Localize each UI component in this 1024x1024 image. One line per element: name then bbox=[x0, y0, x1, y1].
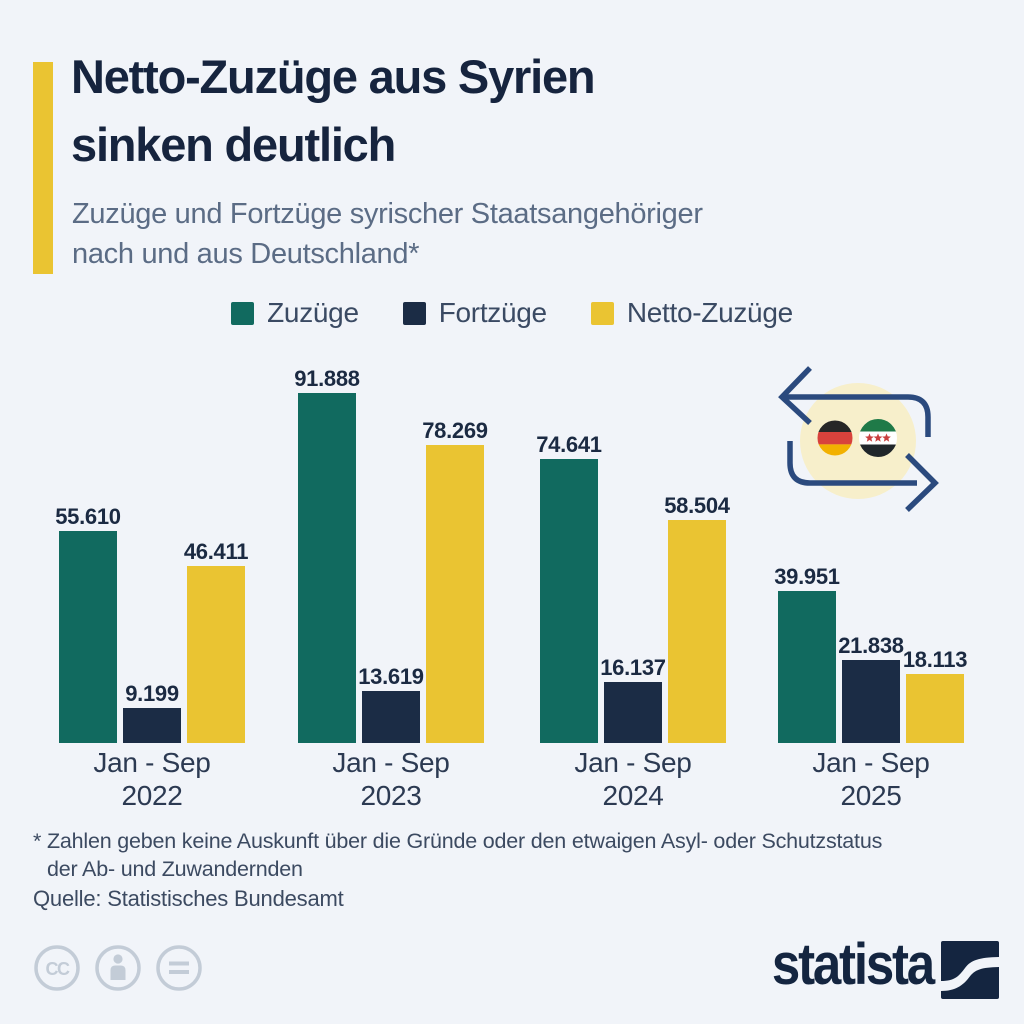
bar-fortzge-2025 bbox=[842, 660, 900, 743]
footnote-line-2: der Ab- und Zuwandernden bbox=[47, 857, 303, 881]
bar-nettozuzge-2022 bbox=[187, 566, 245, 743]
arrow-left-head-icon bbox=[778, 366, 812, 426]
page-title: Netto-Zuzüge aus Syrien sinken deutlich bbox=[71, 43, 596, 179]
value-label: 21.838 bbox=[838, 633, 904, 658]
germany-syria-exchange-icon bbox=[778, 366, 939, 512]
statista-wordmark: statista bbox=[771, 932, 935, 997]
category-period: Jan - Sep bbox=[812, 747, 930, 778]
category-year: 2022 bbox=[121, 780, 183, 811]
arrow-left-shaft bbox=[782, 394, 931, 437]
bar-fortzge-2023 bbox=[362, 691, 420, 743]
value-label: 74.641 bbox=[536, 432, 602, 457]
arrow-right-head-icon bbox=[905, 453, 939, 512]
bar-nettozuzge-2024 bbox=[668, 520, 726, 743]
legend-item-netto-zuzuege: Netto-Zuzüge bbox=[590, 297, 793, 329]
value-label: 46.411 bbox=[183, 539, 249, 564]
cc-license-icons: CC bbox=[34, 945, 202, 991]
footnote: * Zahlen geben keine Auskunft über die G… bbox=[33, 827, 882, 883]
value-label: 55.610 bbox=[55, 504, 121, 529]
title-accent-bar bbox=[33, 62, 53, 274]
arrow-right-shaft bbox=[787, 441, 917, 486]
legend-swatch-navy bbox=[402, 301, 426, 325]
legend-label: Fortzüge bbox=[438, 297, 547, 328]
svg-text:CC: CC bbox=[46, 959, 70, 979]
syria-flag-icon bbox=[857, 417, 899, 459]
cc-icon bbox=[34, 945, 80, 991]
category-period: Jan - Sep bbox=[93, 747, 211, 778]
value-label: 9.199 bbox=[125, 681, 179, 706]
bar-zuzge-2022 bbox=[59, 531, 117, 743]
legend-item-zuzuege: Zuzüge bbox=[231, 297, 359, 329]
value-label: 13.619 bbox=[358, 664, 424, 689]
bar-zuzge-2023 bbox=[298, 393, 356, 743]
value-label: 18.113 bbox=[902, 647, 968, 672]
category-label-2022: Jan - Sep 2022 bbox=[57, 746, 247, 812]
legend-label: Netto-Zuzüge bbox=[626, 297, 793, 328]
value-label: 39.951 bbox=[774, 564, 840, 589]
syria-flag-stars bbox=[865, 433, 891, 442]
equals-icon bbox=[156, 945, 202, 991]
bar-nettozuzge-2025 bbox=[906, 674, 964, 743]
legend-swatch-yellow bbox=[590, 301, 614, 325]
subtitle-line-1: Zuzüge und Fortzüge syrischer Staatsange… bbox=[72, 198, 703, 230]
value-label: 58.504 bbox=[664, 493, 730, 518]
title-line-2: sinken deutlich bbox=[71, 118, 396, 171]
value-label: 78.269 bbox=[422, 418, 488, 443]
bar-zuzge-2025 bbox=[778, 591, 836, 743]
footnote-line-1: * Zahlen geben keine Auskunft über die G… bbox=[33, 829, 883, 853]
bar-nettozuzge-2023 bbox=[426, 445, 484, 743]
category-period: Jan - Sep bbox=[332, 747, 450, 778]
bar-zuzge-2024 bbox=[540, 459, 598, 743]
legend-label: Zuzüge bbox=[267, 297, 359, 328]
legend-item-fortzuege: Fortzüge bbox=[402, 297, 547, 329]
legend-swatch-green bbox=[231, 301, 255, 325]
category-year: 2024 bbox=[602, 780, 664, 811]
category-label-2023: Jan - Sep 2023 bbox=[296, 746, 486, 812]
category-year: 2025 bbox=[840, 780, 902, 811]
value-label: 16.137 bbox=[600, 655, 666, 680]
statista-logo-icon bbox=[941, 941, 999, 999]
title-line-1: Netto-Zuzüge aus Syrien bbox=[71, 50, 596, 103]
germany-flag-icon bbox=[815, 418, 855, 458]
page-subtitle: Zuzüge und Fortzüge syrischer Staatsange… bbox=[72, 194, 703, 274]
category-label-2024: Jan - Sep 2024 bbox=[538, 746, 728, 812]
attribution-person-icon bbox=[95, 945, 141, 991]
value-label: 91.888 bbox=[294, 366, 360, 391]
category-period: Jan - Sep bbox=[574, 747, 692, 778]
exchange-arrows-icon bbox=[778, 366, 939, 512]
category-year: 2023 bbox=[360, 780, 422, 811]
subtitle-line-2: nach und aus Deutschland* bbox=[72, 238, 420, 270]
bar-fortzge-2024 bbox=[604, 682, 662, 743]
chart-legend: Zuzüge Fortzüge Netto-Zuzüge bbox=[0, 297, 1024, 329]
category-label-2025: Jan - Sep 2025 bbox=[776, 746, 966, 812]
source-note: Quelle: Statistisches Bundesamt bbox=[33, 886, 344, 911]
bar-fortzge-2022 bbox=[123, 708, 181, 743]
